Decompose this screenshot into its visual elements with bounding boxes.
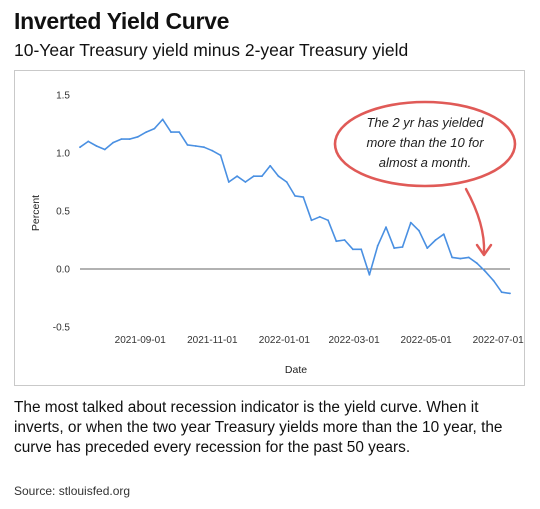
data-point	[327, 219, 329, 222]
data-point	[509, 292, 511, 295]
annotation-arrowhead	[475, 243, 493, 257]
x-axis-label: Date	[285, 364, 307, 376]
data-point	[120, 138, 123, 140]
chart-container: -0.5 0.0 0.5 1.0 1.5 2021-09-01 2021-11-01 202…	[14, 70, 525, 386]
data-point	[409, 221, 412, 224]
chart-subtitle: 10-Year Treasury yield minus 2-year Trea…	[14, 40, 409, 60]
y-tick-label: 0.5	[56, 207, 70, 218]
data-point	[194, 145, 197, 147]
data-point	[277, 175, 280, 178]
y-tick-label: 1.0	[56, 149, 70, 160]
data-point	[318, 215, 321, 218]
x-tick-label: 2021-11-01	[187, 335, 238, 346]
data-point	[137, 135, 139, 138]
annotation-callout: The 2 yr has yielded more than the 10 fo…	[333, 100, 517, 257]
data-point	[285, 181, 288, 183]
data-point	[87, 140, 90, 143]
data-point	[434, 239, 437, 241]
x-tick-label: 2021-09-01	[115, 335, 167, 346]
data-point	[112, 141, 114, 144]
data-point	[178, 131, 181, 133]
description-text: The most talked about recession indicato…	[14, 399, 503, 456]
annotation-bubble	[333, 100, 517, 188]
data-points	[79, 118, 511, 295]
y-axis-label: Percent	[30, 195, 42, 231]
data-point	[459, 257, 462, 260]
yield-curve-chart: -0.50.00.51.01.5 2021-09-01 2021-11-01 202…	[30, 91, 524, 377]
data-point	[219, 154, 222, 157]
data-point	[343, 239, 346, 241]
annotation-line-1: The 2 yr has yielded	[366, 115, 484, 130]
data-point	[186, 144, 189, 146]
data-point	[244, 181, 247, 183]
data-point	[269, 164, 272, 167]
chart-title: Inverted Yield Curve	[14, 8, 230, 34]
data-point	[227, 181, 230, 183]
x-tick-label: 2022-03-01	[328, 335, 380, 346]
data-point	[418, 229, 420, 232]
data-point	[335, 240, 338, 243]
data-point	[294, 195, 296, 197]
data-point	[302, 196, 305, 198]
data-point	[310, 219, 313, 222]
data-point	[426, 247, 429, 250]
annotation-arrow	[464, 187, 486, 255]
data-point	[492, 279, 495, 282]
data-point	[203, 146, 205, 149]
data-point	[211, 149, 214, 152]
data-point	[393, 247, 396, 250]
x-tick-label: 2022-01-01	[259, 335, 311, 346]
annotation-line-3: almost a month.	[379, 155, 472, 170]
y-axis-ticks: -0.5 0.0 0.5 1.0 1.5	[53, 91, 71, 334]
data-point	[103, 148, 106, 151]
data-point	[153, 127, 156, 130]
y-tick-label: 1.5	[56, 91, 70, 102]
data-point	[451, 256, 453, 259]
data-point	[352, 248, 354, 251]
data-point	[79, 146, 81, 149]
data-point	[170, 131, 172, 133]
data-point	[484, 270, 487, 273]
x-tick-label: 2022-07-01	[473, 335, 524, 346]
data-point	[236, 175, 239, 178]
annotation-line-2: more than the 10 for	[366, 135, 484, 150]
data-point	[385, 226, 387, 229]
data-point	[500, 291, 503, 294]
data-point	[128, 138, 131, 140]
data-point	[368, 273, 371, 276]
data-point	[476, 262, 478, 265]
y-tick-label: -0.5	[53, 323, 71, 334]
data-point	[145, 131, 148, 133]
x-axis-ticks: 2021-09-01 2021-11-01 2022-01-01 2022-03-01…	[115, 335, 524, 346]
data-point	[95, 145, 98, 147]
x-tick-label: 2022-05-01	[401, 335, 453, 346]
data-point	[376, 244, 379, 247]
y-tick-label: 0.0	[56, 265, 70, 276]
data-point	[401, 246, 404, 248]
data-point	[161, 118, 164, 121]
data-point	[261, 175, 263, 178]
source-credit: Source: stlouisfed.org	[14, 484, 131, 498]
data-point	[360, 248, 363, 251]
data-point	[442, 233, 445, 236]
data-point	[467, 256, 470, 259]
data-point	[252, 175, 255, 178]
